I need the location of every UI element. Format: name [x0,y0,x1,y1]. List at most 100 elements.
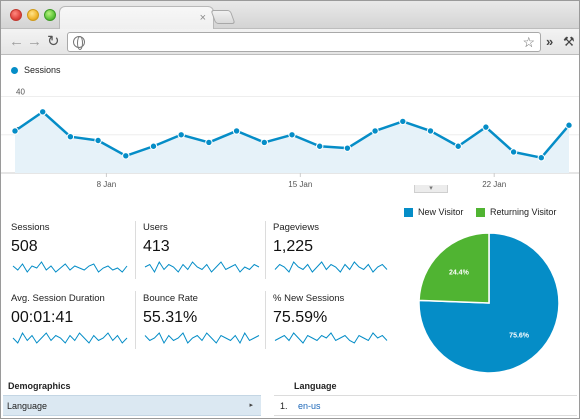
x-tick-label: 8 Jan [97,180,117,189]
metric-sparkline [12,261,128,273]
metric-divider [135,221,136,279]
x-tick-label: 15 Jan [288,180,312,189]
metric-avg-session-duration[interactable]: Avg. Session Duration 00:01:41 [11,293,133,346]
sessions-point[interactable] [11,127,19,135]
legend-swatch [476,207,485,217]
sparkline-path [274,332,388,344]
metric-label: Users [143,222,168,233]
pie-slice-label: 75.6% [509,332,530,339]
metric-divider [265,291,266,349]
metric-sparkline [274,332,388,344]
y-tick-label: 40 [16,88,25,97]
new-tab-button[interactable] [210,10,236,24]
sessions-point[interactable] [454,142,462,150]
sessions-point[interactable] [509,148,518,156]
chevron-right-icon[interactable]: » [546,34,554,49]
forward-arrow-icon[interactable]: → [27,33,42,50]
language-row-number: 1. [280,401,288,411]
sessions-point[interactable] [288,131,296,139]
legend-swatch [404,207,413,217]
metric-users[interactable]: Users 413 [143,222,265,275]
metric-sessions[interactable]: Sessions 508 [11,222,133,275]
sessions-point[interactable] [316,142,324,150]
metric-bounce-rate[interactable]: Bounce Rate 55.31% [143,293,265,346]
metric-sparkline [274,261,388,273]
metric-divider [135,291,136,349]
sessions-point[interactable] [565,121,573,129]
metric-value: 1,225 [273,238,314,255]
pie-legend-returning-visitor: Returning Visitor [476,207,556,217]
metric-label: Bounce Rate [143,293,198,304]
sessions-point[interactable] [426,127,435,135]
metric-label: Avg. Session Duration [11,293,105,304]
browser-toolbar: ← → ↻ ☆ » ⚒ [1,29,579,55]
language-row-value[interactable]: en-us [298,401,321,411]
sparkline-path [144,260,260,274]
sessions-point[interactable] [205,138,213,147]
metric-value: 75.59% [273,309,328,326]
minimize-window-button[interactable] [27,9,39,21]
sparkline-path [12,331,128,344]
metric-label: Sessions [11,222,50,233]
sessions-point[interactable] [371,127,379,135]
metric-value: 508 [11,238,38,255]
demographics-title: Demographics [8,381,71,391]
chart-collapse-handle[interactable]: ▾ [414,185,448,193]
x-tick-label: 22 Jan [482,180,506,189]
sessions-legend-label: Sessions [24,65,61,75]
wrench-icon[interactable]: ⚒ [563,34,575,49]
sessions-point[interactable] [39,108,47,116]
metric-label: % New Sessions [273,293,345,304]
sessions-point[interactable] [232,127,241,135]
language-row[interactable]: 1. en-us [274,395,577,416]
demographics-language-label: Language [7,401,48,411]
reload-icon[interactable]: ↻ [47,33,60,50]
metric-sparkline [12,331,128,344]
metric-sparkline [144,331,260,345]
demographics-language-row[interactable]: Language ▸ [3,395,261,416]
tab-close-icon[interactable]: × [199,12,206,24]
title-bar: × [1,1,579,30]
close-window-button[interactable] [10,9,22,21]
metric-value: 00:01:41 [11,309,74,326]
sessions-legend-dot [11,66,18,74]
globe-icon [73,36,85,50]
metric-label: Pageviews [273,222,319,233]
browser-tab[interactable]: × [59,6,214,30]
sessions-point[interactable] [482,123,490,131]
sessions-point[interactable] [66,132,75,141]
sessions-point[interactable] [399,117,407,126]
sessions-point[interactable] [94,136,102,145]
metric-new-sessions[interactable]: % New Sessions 75.59% [273,293,395,346]
sessions-point[interactable] [343,144,352,152]
sessions-legend: Sessions [11,65,61,75]
legend-label: Returning Visitor [490,207,557,217]
sessions-point[interactable] [149,142,158,150]
star-icon[interactable]: ☆ [522,34,535,50]
sessions-point[interactable] [537,154,545,162]
pie-slice-label: 24.4% [449,270,470,277]
sparkline-path [12,261,128,273]
sessions-area [15,111,569,173]
pie-slice[interactable] [418,232,490,304]
legend-label: New Visitor [418,207,464,217]
address-bar[interactable]: ☆ [67,32,541,52]
sessions-point[interactable] [122,152,130,160]
sessions-point[interactable] [260,138,268,147]
sparkline-path [274,261,388,273]
metric-value: 413 [143,238,170,255]
sparkline-path [144,331,260,345]
metric-divider [265,221,266,279]
back-arrow-icon[interactable]: ← [9,33,24,50]
metric-sparkline [144,260,260,274]
sessions-point[interactable] [177,131,185,139]
pie-legend-new-visitor: New Visitor [404,207,463,217]
language-title: Language [294,381,337,391]
metric-value: 55.31% [143,309,198,326]
metric-pageviews[interactable]: Pageviews 1,225 [273,222,395,275]
chevron-right-icon: ▸ [249,402,253,409]
zoom-window-button[interactable] [44,9,56,21]
visitor-pie-chart: 75.6% 24.4% [418,232,560,374]
